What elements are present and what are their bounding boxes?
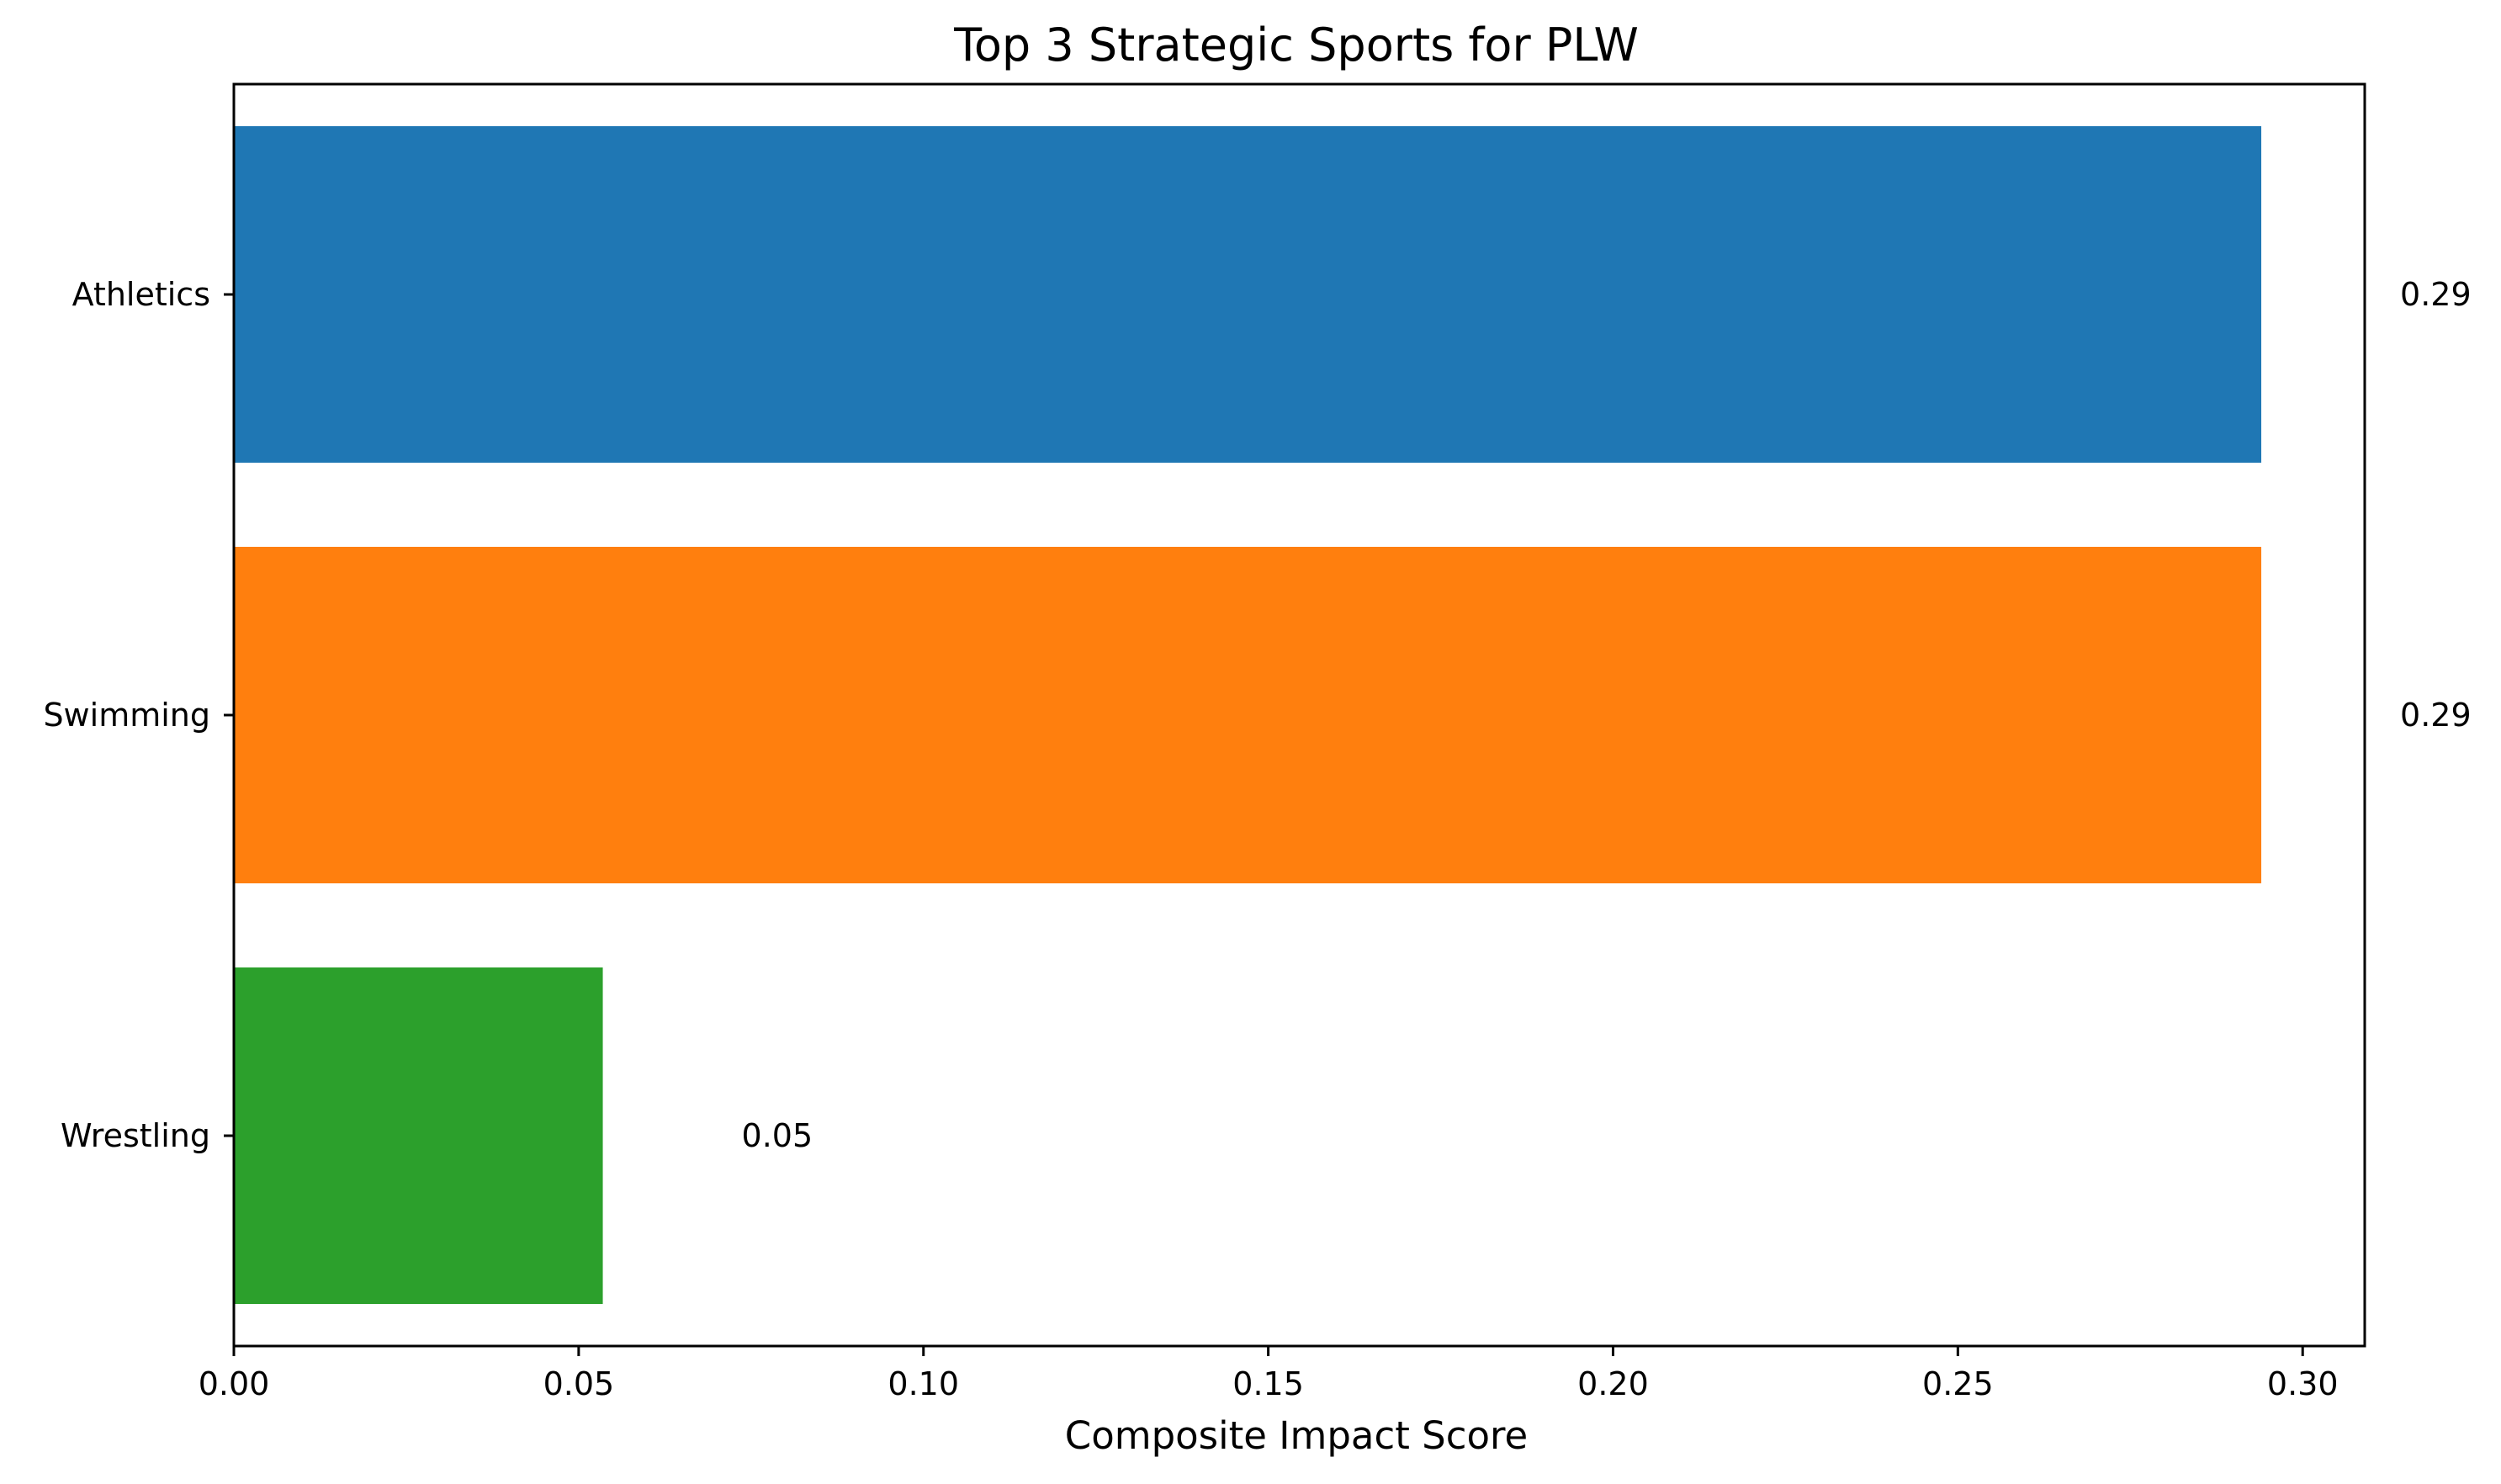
bar-swimming <box>234 547 2262 883</box>
x-ticks-layer: 0.00 0.05 0.10 0.15 0.20 0.25 0.30 <box>199 1346 2339 1402</box>
value-label-swimming: 0.29 <box>2400 697 2472 734</box>
x-tick-label-2: 0.10 <box>888 1365 959 1402</box>
x-axis-label: Composite Impact Score <box>1065 1413 1528 1458</box>
x-tick-label-0: 0.00 <box>199 1365 270 1402</box>
value-label-athletics: 0.29 <box>2400 276 2472 313</box>
x-tick-label-5: 0.25 <box>1922 1365 1994 1402</box>
x-tick-label-6: 0.30 <box>2267 1365 2339 1402</box>
y-tick-label-wrestling: Wrestling <box>61 1117 210 1154</box>
x-tick-label-1: 0.05 <box>543 1365 615 1402</box>
y-tick-label-swimming: Swimming <box>43 697 210 734</box>
x-tick-label-3: 0.15 <box>1232 1365 1304 1402</box>
value-label-wrestling: 0.05 <box>742 1117 813 1154</box>
bar-athletics <box>234 126 2262 463</box>
value-labels-layer: 0.29 0.29 0.05 <box>742 276 2472 1154</box>
y-tick-label-athletics: Athletics <box>72 276 210 313</box>
bars-layer <box>234 126 2262 1304</box>
chart-title: Top 3 Strategic Sports for PLW <box>953 19 1639 72</box>
bar-wrestling <box>234 967 603 1304</box>
x-tick-label-4: 0.20 <box>1577 1365 1649 1402</box>
y-ticks-layer: Athletics Swimming Wrestling <box>43 276 234 1154</box>
